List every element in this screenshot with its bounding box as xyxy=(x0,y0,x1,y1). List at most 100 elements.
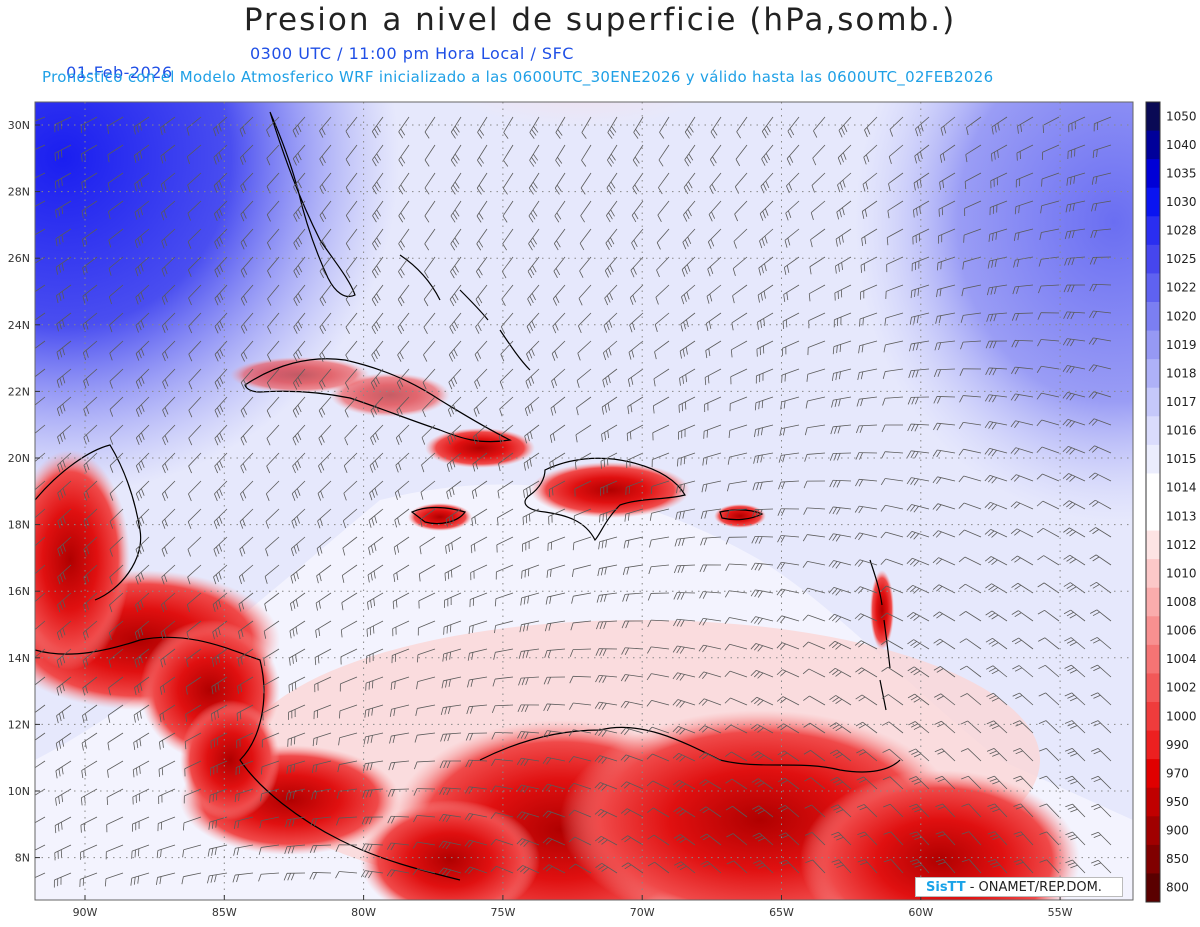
wind-barb xyxy=(936,284,956,298)
wind-barb xyxy=(627,368,644,387)
wind-barb xyxy=(707,228,722,250)
wind-barb xyxy=(341,592,358,611)
wind-barb xyxy=(1037,555,1060,566)
lon-label: 70W xyxy=(630,906,655,919)
wind-barb xyxy=(802,587,826,595)
wind-barb xyxy=(54,144,72,161)
wind-barb xyxy=(600,452,618,469)
wind-barb xyxy=(856,804,878,818)
wind-barb xyxy=(880,531,904,539)
wind-barb xyxy=(471,480,488,499)
wind-barb xyxy=(450,116,462,139)
wind-barb xyxy=(751,508,774,517)
wind-barb xyxy=(240,396,254,418)
wind-barb xyxy=(732,256,748,276)
wind-barb xyxy=(569,675,592,684)
colorbar-label: 1008 xyxy=(1166,595,1197,609)
wind-barb xyxy=(57,424,72,445)
wind-barb xyxy=(516,811,540,820)
wind-barb xyxy=(214,256,228,278)
wind-barb xyxy=(629,312,644,333)
wind-barb xyxy=(1016,144,1034,161)
wind-barb xyxy=(700,860,722,874)
wind-barb xyxy=(735,144,748,167)
sistt-logo: SisTT xyxy=(926,880,966,895)
wind-barb xyxy=(751,751,774,762)
wind-barb xyxy=(1015,172,1034,188)
colorbar-segment xyxy=(1146,444,1160,474)
wind-barb xyxy=(517,731,540,740)
wind-barb xyxy=(159,732,176,750)
wind-barb xyxy=(369,480,384,501)
wind-barb xyxy=(290,536,306,557)
wind-barb xyxy=(161,536,176,557)
wind-barb xyxy=(756,340,774,357)
wind-barb xyxy=(183,816,202,831)
wind-barb xyxy=(595,648,618,656)
wind-barb xyxy=(734,172,748,194)
wind-barb xyxy=(571,592,592,604)
wind-barb xyxy=(107,760,124,778)
wind-barb xyxy=(318,424,332,446)
wind-barb xyxy=(594,728,618,737)
wind-barb xyxy=(155,872,176,886)
wind-barb xyxy=(445,508,462,527)
wind-barb xyxy=(464,813,488,821)
wind-barb xyxy=(441,676,462,689)
wind-barb xyxy=(673,564,696,574)
wind-barb xyxy=(56,676,72,696)
colorbar-label: 1050 xyxy=(1166,109,1197,123)
wind-barb xyxy=(470,536,488,554)
wind-barb xyxy=(1036,527,1060,538)
wind-barb xyxy=(647,592,670,601)
wind-barb xyxy=(83,452,98,473)
wind-barb xyxy=(727,452,748,465)
wind-barb xyxy=(527,284,540,306)
wind-barb xyxy=(625,480,644,495)
wind-barb xyxy=(398,116,410,139)
wind-barb xyxy=(207,844,228,857)
wind-barb xyxy=(698,671,722,680)
wind-barb xyxy=(501,284,514,306)
wind-barb xyxy=(551,368,566,389)
wind-barb xyxy=(777,535,800,543)
wind-barb xyxy=(679,340,696,359)
wind-barb xyxy=(622,592,644,602)
wind-barb xyxy=(549,452,566,471)
wind-barb xyxy=(1091,200,1112,212)
wind-barb xyxy=(1013,803,1034,818)
wind-barb xyxy=(1062,500,1086,510)
wind-barb xyxy=(106,816,124,833)
wind-barb xyxy=(211,676,228,695)
wind-barb xyxy=(1014,200,1034,215)
wind-barb xyxy=(728,424,748,439)
wind-barb xyxy=(881,666,904,678)
wind-barb xyxy=(444,592,462,608)
wind-barb xyxy=(673,834,696,846)
wind-barb xyxy=(674,536,696,547)
wind-barb xyxy=(889,116,904,137)
wind-barb xyxy=(289,620,306,639)
colorbar-segment xyxy=(1146,559,1160,589)
lat-label: 12N xyxy=(8,718,30,731)
wind-barb xyxy=(646,780,670,790)
wind-barb xyxy=(57,592,72,613)
colorbar-label: 1035 xyxy=(1166,166,1197,180)
wind-barb xyxy=(421,452,436,473)
wind-barb xyxy=(803,507,826,515)
wind-barb xyxy=(262,676,280,694)
wind-barb xyxy=(56,340,72,360)
wind-barb xyxy=(162,340,176,362)
wind-barb xyxy=(387,788,410,797)
wind-barb xyxy=(828,506,852,515)
lat-label: 10N xyxy=(8,785,30,798)
wind-barb xyxy=(881,639,904,650)
wind-barb xyxy=(493,648,514,660)
wind-barb xyxy=(473,424,488,445)
wind-barb xyxy=(341,564,358,583)
lat-label: 20N xyxy=(8,452,30,465)
wind-barb xyxy=(1065,859,1086,874)
colorbar-segment xyxy=(1146,216,1160,246)
wind-barb xyxy=(886,228,904,246)
wind-barb xyxy=(527,256,540,279)
